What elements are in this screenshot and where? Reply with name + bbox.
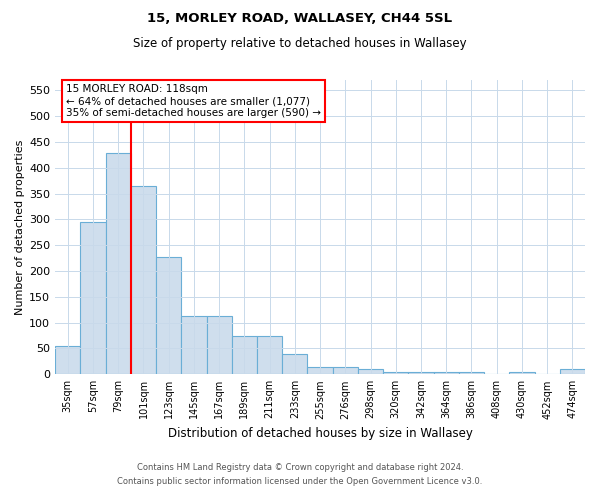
Bar <box>232 336 257 374</box>
Bar <box>206 316 232 374</box>
Bar <box>282 354 307 374</box>
Bar <box>257 336 282 374</box>
Bar <box>434 372 459 374</box>
Bar <box>383 372 409 374</box>
Bar <box>55 346 80 374</box>
Bar <box>459 372 484 374</box>
Bar <box>131 186 156 374</box>
Bar <box>409 372 434 374</box>
Bar <box>307 366 332 374</box>
Bar <box>106 154 131 374</box>
Text: 15 MORLEY ROAD: 118sqm
← 64% of detached houses are smaller (1,077)
35% of semi-: 15 MORLEY ROAD: 118sqm ← 64% of detached… <box>66 84 321 117</box>
Bar <box>156 256 181 374</box>
Bar <box>358 369 383 374</box>
X-axis label: Distribution of detached houses by size in Wallasey: Distribution of detached houses by size … <box>167 427 473 440</box>
Bar <box>509 372 535 374</box>
Bar <box>80 222 106 374</box>
Text: Contains HM Land Registry data © Crown copyright and database right 2024.: Contains HM Land Registry data © Crown c… <box>137 464 463 472</box>
Bar <box>332 366 358 374</box>
Y-axis label: Number of detached properties: Number of detached properties <box>15 140 25 315</box>
Bar <box>181 316 206 374</box>
Text: Contains public sector information licensed under the Open Government Licence v3: Contains public sector information licen… <box>118 477 482 486</box>
Bar <box>560 369 585 374</box>
Text: Size of property relative to detached houses in Wallasey: Size of property relative to detached ho… <box>133 38 467 51</box>
Text: 15, MORLEY ROAD, WALLASEY, CH44 5SL: 15, MORLEY ROAD, WALLASEY, CH44 5SL <box>148 12 452 26</box>
